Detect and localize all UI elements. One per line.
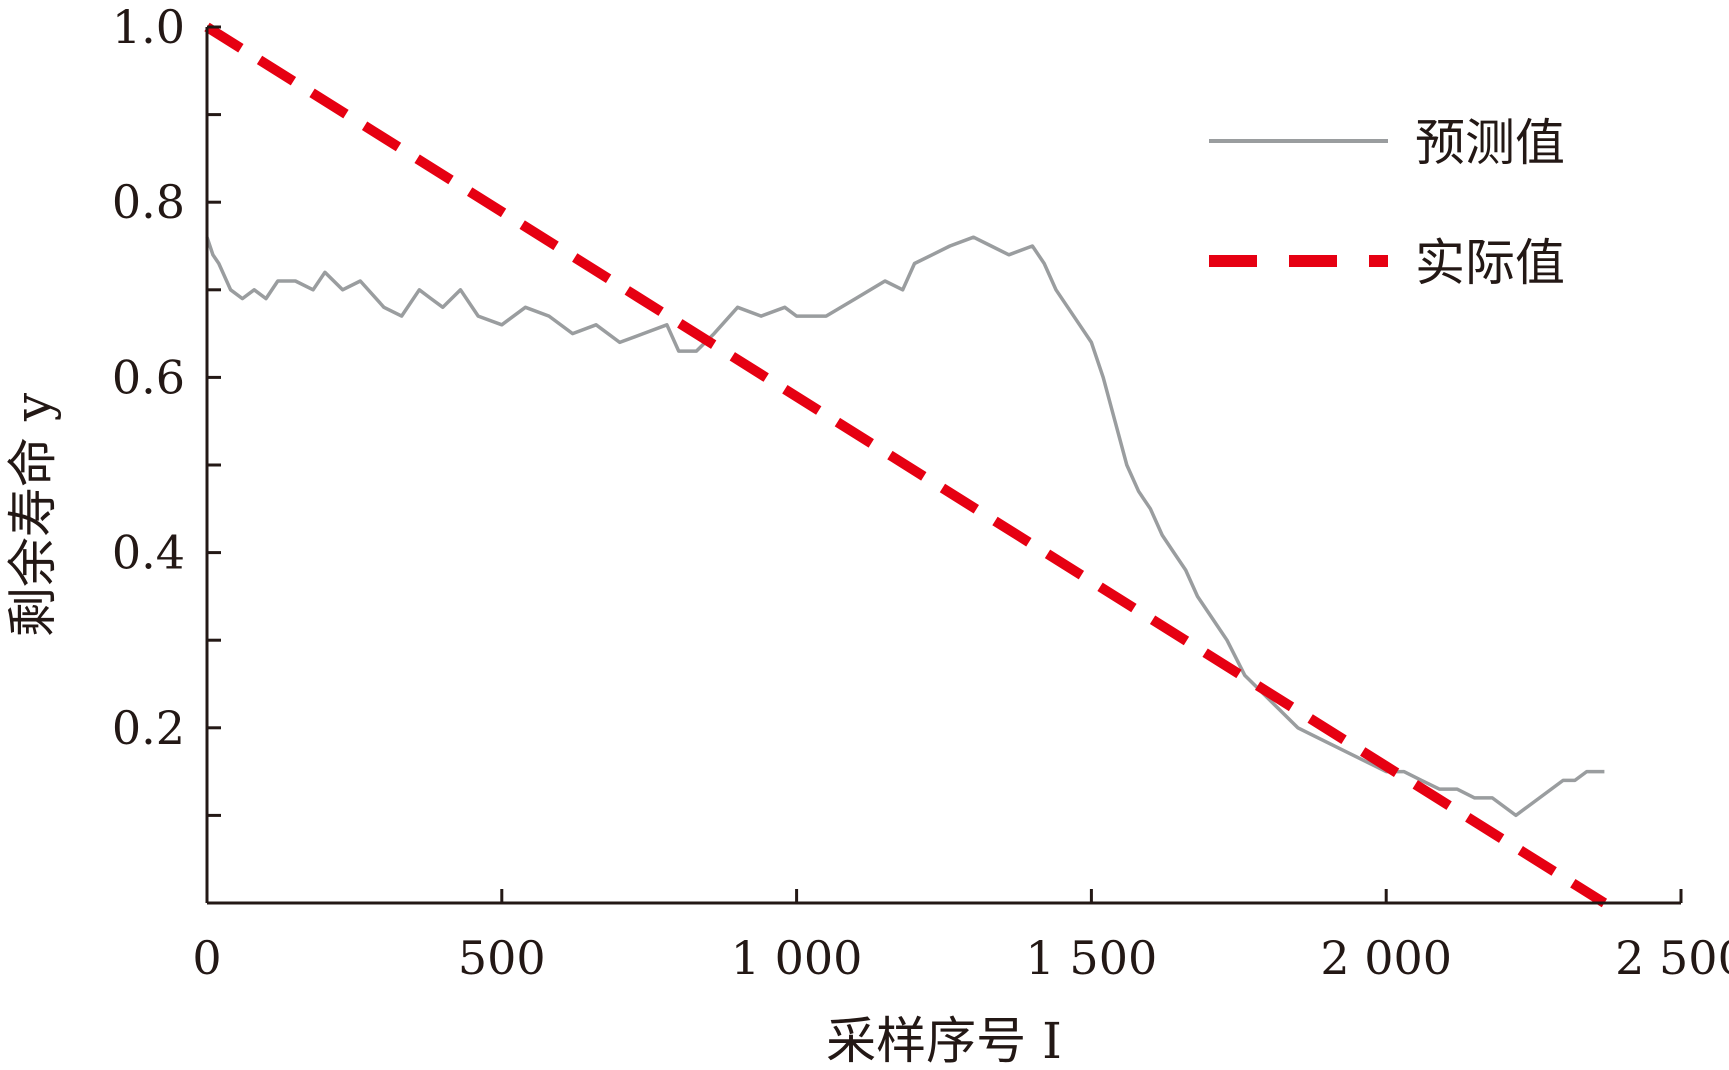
y-tick-label-0: 0.2 [112,701,185,755]
x-tick-label-2: 1 000 [731,931,863,985]
legend: 预测值 实际值 [1209,114,1565,292]
y-tick-label-1: 0.4 [112,526,185,580]
x-tick-label-4: 2 000 [1320,931,1452,985]
series-line-0 [205,235,1605,818]
y-tick-label-4: 1.0 [112,0,185,54]
plot-area [204,22,1608,908]
x-tick-label-5: 2 500 [1615,931,1729,985]
series-line-1 [204,22,1608,908]
legend-label-predicted: 预测值 [1415,114,1565,172]
y-tick-label-3: 0.8 [112,175,185,229]
x-tick-label-1: 500 [458,931,546,985]
legend-label-actual: 实际值 [1415,234,1565,292]
y-tick-label-2: 0.6 [112,350,185,404]
tick-marks [207,25,1683,903]
x-tick-label-0: 0 [192,931,221,985]
x-tick-label-3: 1 500 [1026,931,1158,985]
y-axis-title: 剩余寿命 y [4,392,62,637]
x-axis-title: 采样序号 I [826,1012,1062,1070]
tick-labels: 0 500 1 000 1 500 2 000 2 500 0.2 0.4 0.6 0.8 1.0 [112,0,1729,985]
